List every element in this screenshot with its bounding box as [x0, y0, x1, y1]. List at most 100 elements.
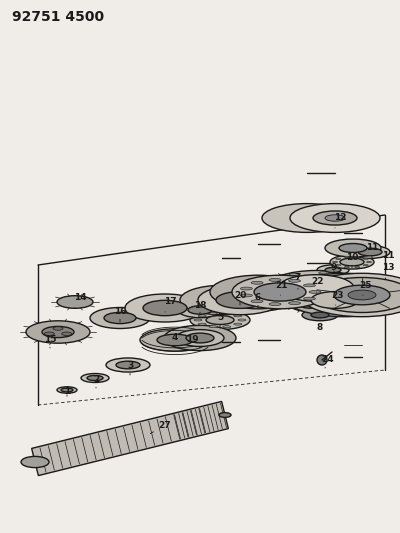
Ellipse shape: [309, 290, 321, 294]
Ellipse shape: [251, 300, 263, 303]
Ellipse shape: [289, 273, 299, 276]
Ellipse shape: [355, 266, 360, 268]
Ellipse shape: [331, 289, 339, 291]
Ellipse shape: [269, 303, 281, 305]
Ellipse shape: [140, 329, 210, 351]
Ellipse shape: [350, 246, 390, 259]
Ellipse shape: [332, 261, 338, 263]
Ellipse shape: [339, 244, 367, 253]
Ellipse shape: [219, 413, 231, 417]
Ellipse shape: [270, 292, 280, 294]
Ellipse shape: [345, 277, 355, 279]
Text: 7: 7: [295, 273, 301, 289]
Ellipse shape: [311, 306, 319, 308]
Ellipse shape: [209, 312, 217, 314]
Ellipse shape: [344, 266, 349, 268]
Ellipse shape: [116, 361, 140, 369]
Text: 14: 14: [74, 294, 86, 308]
Ellipse shape: [325, 268, 341, 272]
Text: 20: 20: [234, 290, 246, 305]
Text: 18: 18: [194, 301, 206, 315]
Ellipse shape: [198, 315, 206, 317]
Ellipse shape: [312, 278, 400, 312]
Text: 17: 17: [164, 297, 176, 312]
Ellipse shape: [232, 275, 328, 309]
Ellipse shape: [227, 299, 236, 301]
Text: 24: 24: [322, 356, 334, 368]
Ellipse shape: [355, 256, 360, 257]
Ellipse shape: [176, 329, 224, 346]
Ellipse shape: [330, 255, 374, 269]
Ellipse shape: [304, 297, 316, 300]
Ellipse shape: [240, 294, 276, 306]
Text: 21: 21: [276, 280, 288, 295]
Ellipse shape: [290, 298, 330, 311]
Text: 22: 22: [312, 278, 324, 292]
Ellipse shape: [26, 321, 90, 343]
Ellipse shape: [262, 204, 352, 232]
Text: 11: 11: [366, 244, 378, 258]
Ellipse shape: [246, 307, 254, 309]
Ellipse shape: [267, 274, 323, 292]
Ellipse shape: [125, 294, 205, 322]
Ellipse shape: [363, 258, 368, 260]
Ellipse shape: [363, 264, 368, 266]
Text: 16: 16: [114, 308, 126, 322]
Ellipse shape: [320, 290, 328, 292]
Ellipse shape: [300, 273, 400, 317]
Ellipse shape: [358, 248, 382, 256]
Ellipse shape: [190, 310, 250, 329]
Ellipse shape: [311, 312, 329, 318]
Text: 3: 3: [127, 361, 133, 375]
Ellipse shape: [232, 304, 241, 306]
Ellipse shape: [336, 258, 341, 260]
Ellipse shape: [194, 319, 202, 321]
Ellipse shape: [53, 327, 63, 330]
Ellipse shape: [269, 278, 281, 281]
Ellipse shape: [342, 290, 350, 292]
Ellipse shape: [57, 387, 77, 393]
Text: 11: 11: [382, 251, 394, 260]
Ellipse shape: [240, 294, 252, 297]
Ellipse shape: [331, 309, 339, 311]
Ellipse shape: [320, 308, 328, 310]
Ellipse shape: [289, 300, 299, 302]
Ellipse shape: [223, 326, 231, 328]
Text: 4: 4: [172, 334, 178, 348]
Ellipse shape: [304, 284, 316, 287]
Ellipse shape: [251, 281, 263, 284]
Text: 19: 19: [186, 335, 200, 348]
Ellipse shape: [104, 312, 136, 324]
Text: 5: 5: [217, 313, 223, 328]
Text: 27: 27: [150, 421, 171, 433]
Ellipse shape: [143, 300, 187, 316]
Ellipse shape: [87, 375, 103, 381]
Text: 92751 4500: 92751 4500: [12, 10, 104, 24]
Ellipse shape: [157, 334, 193, 346]
Text: 9: 9: [331, 263, 337, 272]
Text: 1: 1: [64, 387, 70, 397]
Ellipse shape: [44, 332, 54, 335]
Ellipse shape: [313, 211, 357, 225]
Text: 8: 8: [317, 320, 323, 333]
Text: 13: 13: [382, 263, 394, 280]
Ellipse shape: [198, 323, 206, 325]
Ellipse shape: [317, 265, 349, 275]
Ellipse shape: [266, 271, 366, 305]
Ellipse shape: [21, 456, 49, 467]
Ellipse shape: [81, 374, 109, 383]
Ellipse shape: [311, 292, 359, 309]
Ellipse shape: [280, 299, 289, 301]
Ellipse shape: [188, 306, 212, 314]
Ellipse shape: [216, 292, 264, 309]
Ellipse shape: [357, 303, 365, 305]
Ellipse shape: [282, 273, 400, 317]
Ellipse shape: [290, 204, 380, 232]
Ellipse shape: [234, 315, 242, 317]
Text: 23: 23: [332, 290, 344, 305]
Text: 15: 15: [44, 335, 56, 348]
Ellipse shape: [262, 291, 270, 293]
Ellipse shape: [186, 333, 214, 343]
Ellipse shape: [238, 319, 246, 321]
Ellipse shape: [305, 303, 313, 305]
